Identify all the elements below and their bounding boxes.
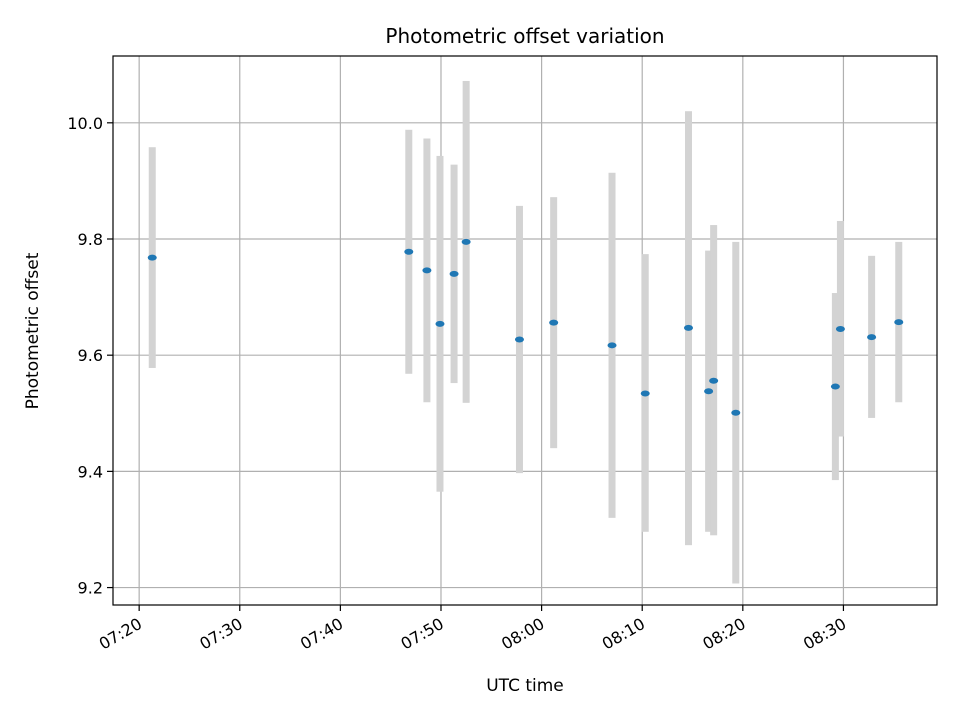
data-point — [867, 334, 877, 341]
data-point — [461, 238, 471, 245]
data-point — [830, 383, 840, 390]
data-point — [709, 377, 719, 384]
data-point — [449, 270, 459, 277]
data-point — [640, 390, 650, 397]
data-point — [422, 267, 432, 274]
data-point — [835, 326, 845, 333]
x-axis-label: UTC time — [486, 676, 564, 696]
data-point — [514, 336, 524, 343]
data-point — [704, 388, 714, 395]
y-axis-label: Photometric offset — [23, 252, 43, 409]
data-point — [683, 324, 693, 331]
y-tick-label: 9.4 — [78, 462, 103, 481]
data-point — [607, 342, 617, 349]
y-tick-label: 9.6 — [78, 346, 103, 365]
data-point — [549, 319, 559, 326]
chart-title: Photometric offset variation — [385, 24, 664, 48]
data-point — [731, 409, 741, 416]
y-tick-label: 9.8 — [78, 230, 103, 249]
data-point — [894, 319, 904, 326]
plot-frame — [112, 55, 938, 606]
point-layer — [147, 238, 904, 416]
data-point — [404, 248, 414, 255]
y-tick-label: 10.0 — [67, 114, 103, 133]
y-tick-label: 9.2 — [78, 579, 103, 598]
data-point — [435, 320, 445, 327]
data-point — [147, 254, 157, 261]
